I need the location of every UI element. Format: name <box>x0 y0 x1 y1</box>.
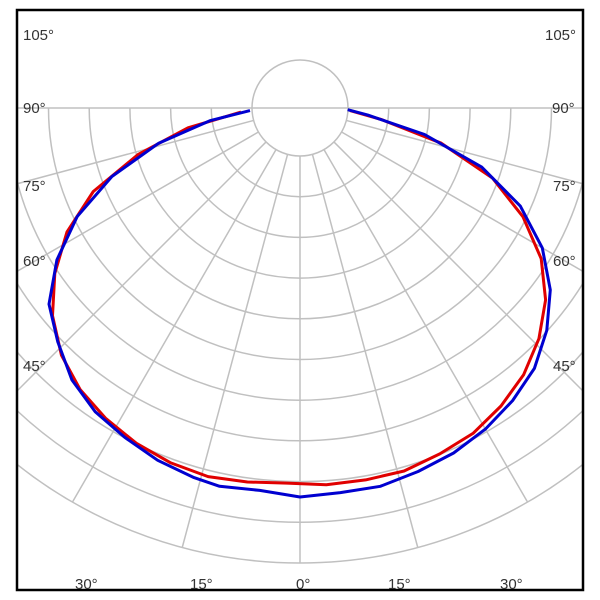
angle-label-left: 45° <box>23 358 46 375</box>
angle-label-right: 60° <box>553 253 576 270</box>
angle-label-left: 30° <box>75 576 98 593</box>
angle-label-right: 45° <box>553 358 576 375</box>
angle-label-right: 15° <box>388 576 411 593</box>
chart-svg <box>0 0 600 600</box>
angle-label-right: 75° <box>553 178 576 195</box>
angle-label-left: 105° <box>23 27 54 44</box>
angle-label-left: 75° <box>23 178 46 195</box>
angle-label-right: 90° <box>552 100 575 117</box>
angle-label-left: 0° <box>296 576 310 593</box>
angle-label-left: 90° <box>23 100 46 117</box>
polar-chart: 105° 90° 75° 60° 45° 30° 15° 0° 105° 90° 75° 60° 45°… <box>0 0 600 600</box>
angle-label-right: 105° <box>545 27 576 44</box>
angle-label-right: 30° <box>500 576 523 593</box>
angle-label-left: 15° <box>190 576 213 593</box>
angle-label-left: 60° <box>23 253 46 270</box>
